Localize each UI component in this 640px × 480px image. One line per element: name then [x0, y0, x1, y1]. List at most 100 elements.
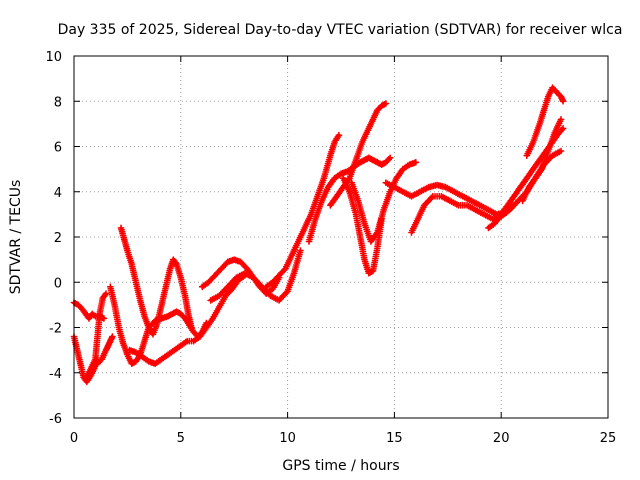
- data-point: [320, 199, 323, 202]
- data-point: [96, 362, 99, 365]
- data-point: [382, 208, 385, 212]
- data-point: [173, 348, 176, 352]
- data-point: [134, 351, 138, 354]
- data-point: [369, 240, 373, 243]
- data-point: [444, 186, 447, 189]
- data-point: [179, 276, 182, 279]
- data-point: [187, 312, 190, 316]
- data-point: [104, 292, 108, 295]
- data-point: [418, 190, 422, 193]
- data-series-sat-f: [117, 224, 195, 338]
- x-axis-label: GPS time / hours: [282, 458, 399, 474]
- data-point: [322, 177, 326, 180]
- x-tick-label: 20: [493, 431, 510, 446]
- data-point: [89, 367, 93, 370]
- data-point: [348, 177, 351, 180]
- data-point: [151, 333, 155, 336]
- data-point: [126, 353, 129, 356]
- data-point: [126, 249, 129, 252]
- data-point: [410, 195, 413, 198]
- data-point: [393, 186, 396, 189]
- data-point: [117, 326, 121, 329]
- data-series-sat-p: [408, 147, 565, 236]
- y-tick-label: -6: [49, 412, 62, 427]
- data-point: [384, 181, 388, 184]
- data-series-sat-d: [94, 333, 116, 368]
- data-point: [243, 272, 247, 275]
- data-point: [371, 269, 375, 273]
- data-point: [491, 217, 494, 221]
- y-tick-label: 8: [54, 95, 62, 110]
- data-point: [538, 122, 541, 126]
- data-point: [123, 238, 126, 241]
- x-tick-label: 10: [279, 431, 296, 446]
- data-point: [286, 290, 289, 293]
- data-point: [551, 86, 554, 89]
- data-point: [100, 358, 104, 361]
- data-point: [183, 294, 187, 297]
- data-point: [335, 195, 338, 198]
- data-series-sat-r: [523, 84, 567, 159]
- data-point: [226, 260, 229, 264]
- data-point: [337, 134, 341, 137]
- data-point: [551, 154, 554, 157]
- data-point: [376, 231, 379, 234]
- data-point: [465, 204, 469, 207]
- data-point: [361, 140, 364, 144]
- data-series-sat-i: [207, 247, 304, 304]
- data-point: [130, 362, 133, 365]
- data-point: [143, 339, 146, 343]
- data-point: [98, 312, 101, 316]
- data-point: [547, 149, 550, 153]
- data-point: [356, 199, 360, 202]
- data-point: [156, 321, 159, 325]
- data-point: [401, 167, 405, 171]
- data-point: [525, 177, 528, 180]
- data-point: [408, 163, 411, 166]
- y-tick-label: 0: [54, 276, 62, 291]
- data-point: [354, 158, 358, 162]
- data-point: [160, 303, 163, 307]
- data-point: [333, 140, 336, 144]
- data-point: [186, 339, 189, 343]
- data-point: [147, 360, 150, 363]
- data-point: [363, 158, 366, 162]
- data-point: [81, 308, 84, 311]
- data-point: [190, 326, 193, 329]
- data-point: [211, 317, 214, 320]
- data-point: [109, 285, 112, 288]
- y-tick-label: 6: [54, 141, 62, 156]
- data-point: [359, 161, 362, 164]
- data-point: [101, 296, 105, 300]
- data-point: [111, 335, 114, 338]
- data-point: [303, 226, 306, 230]
- data-point: [198, 335, 202, 338]
- data-point: [474, 208, 477, 212]
- data-point: [427, 186, 430, 189]
- data-point: [207, 281, 210, 284]
- data-point: [542, 109, 546, 112]
- y-tick-label: -4: [49, 367, 62, 382]
- data-point: [557, 131, 561, 135]
- data-point: [314, 217, 317, 221]
- data-point: [380, 163, 383, 166]
- data-point: [388, 190, 392, 193]
- data-point: [519, 186, 522, 189]
- y-axis-label: SDTVAR / TECUs: [8, 180, 24, 295]
- data-point: [363, 258, 366, 261]
- data-point: [410, 231, 413, 234]
- data-point: [423, 204, 426, 207]
- data-series-sat-e: [106, 283, 210, 368]
- data-point: [102, 317, 106, 320]
- data-point: [213, 274, 217, 277]
- data-point: [218, 294, 221, 297]
- data-point: [292, 272, 296, 275]
- data-point: [290, 253, 294, 257]
- data-point: [84, 312, 87, 316]
- data-point: [384, 161, 388, 164]
- data-point: [367, 272, 370, 275]
- y-tick-label: 10: [45, 50, 62, 65]
- data-point: [201, 285, 204, 288]
- data-point: [461, 195, 464, 198]
